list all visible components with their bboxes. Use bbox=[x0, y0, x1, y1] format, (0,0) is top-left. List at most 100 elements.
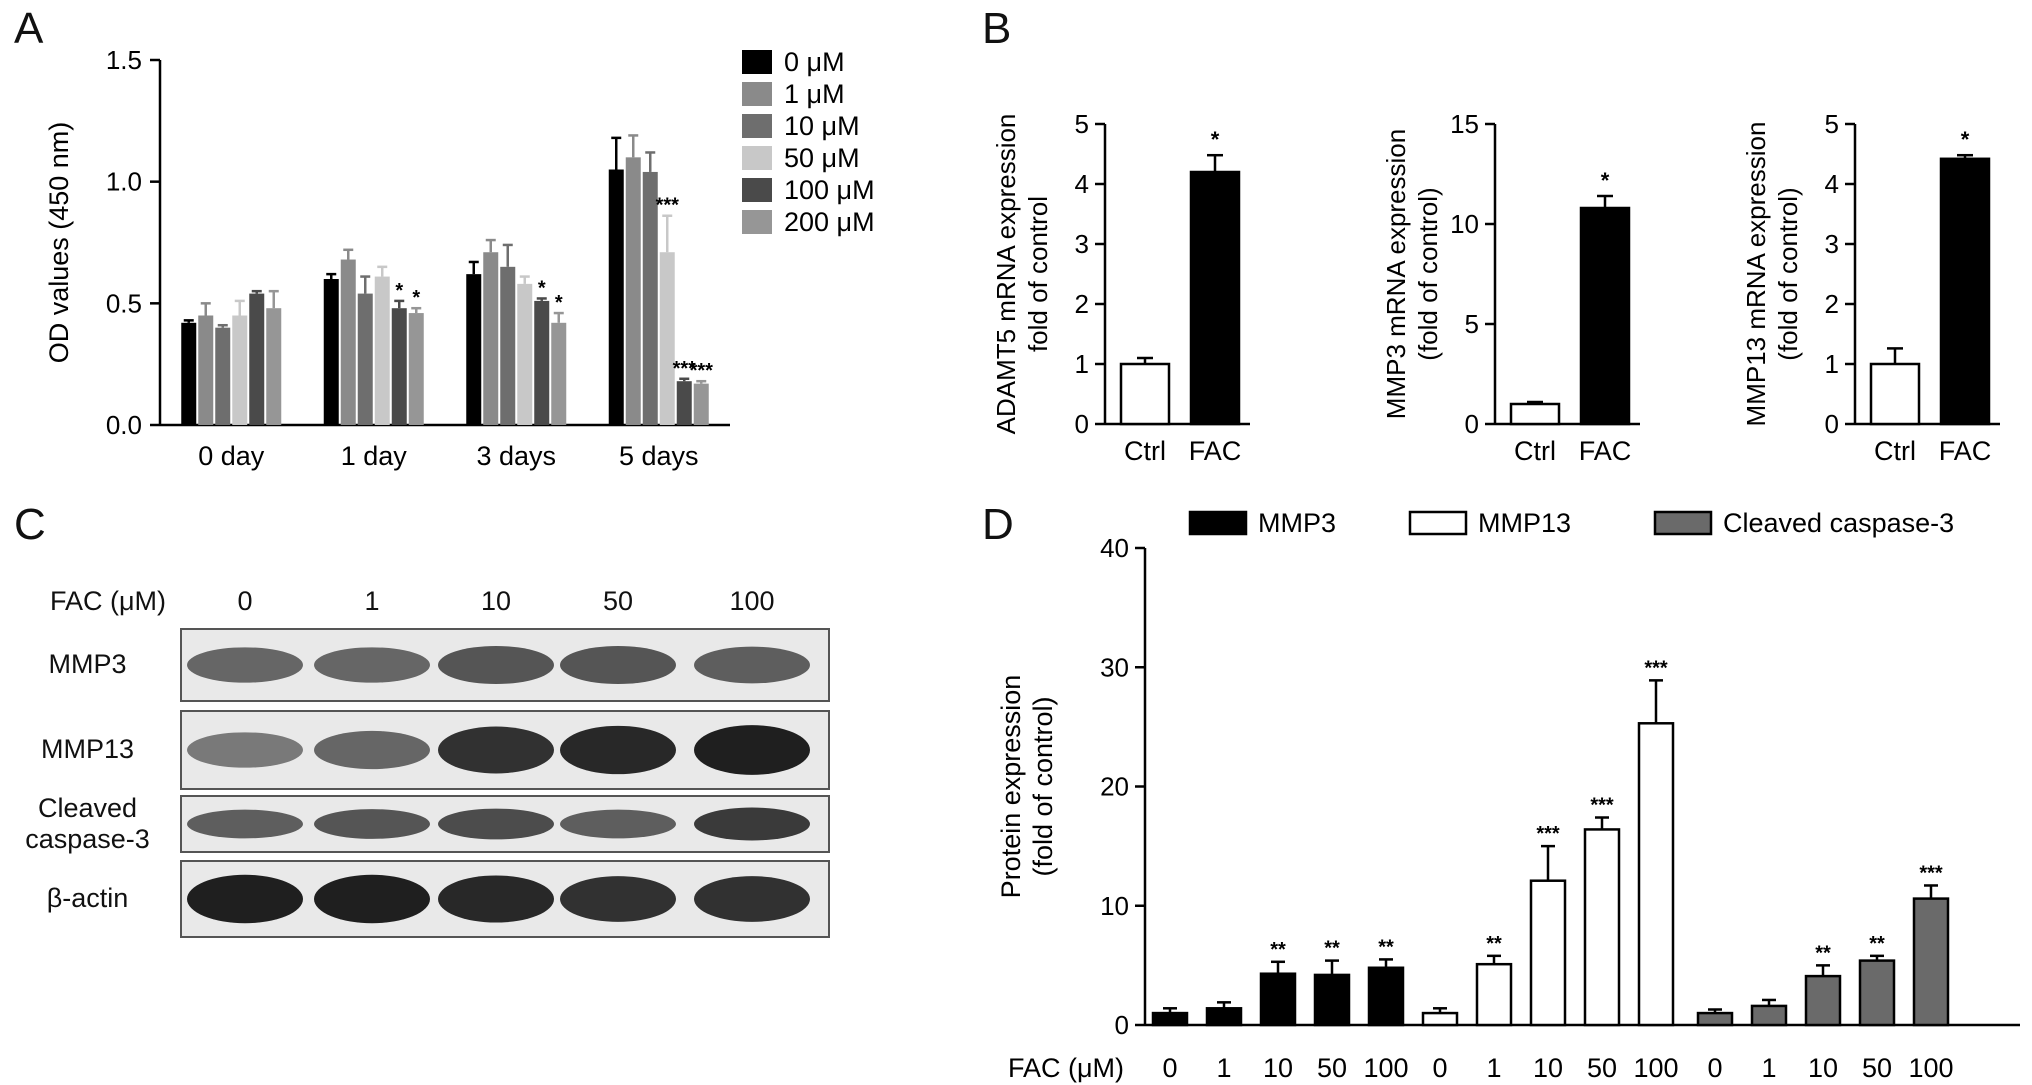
y-tick-label: 20 bbox=[1100, 772, 1129, 802]
bar bbox=[1313, 973, 1351, 1027]
bar bbox=[659, 252, 675, 425]
significance-label: *** bbox=[673, 358, 697, 380]
chart-b-mmp3: 0 5 10 15 MMP3 mRNA expression (fold of contr… bbox=[1381, 109, 1640, 466]
y-tick-label: 0 bbox=[1465, 409, 1479, 439]
bar bbox=[1151, 1011, 1189, 1027]
bar bbox=[466, 274, 482, 425]
x-tick-label: 50 bbox=[1317, 1053, 1347, 1083]
panel-letter-d: D bbox=[982, 500, 1014, 549]
legend-swatch bbox=[742, 178, 772, 202]
x-tick-label: 0 day bbox=[198, 441, 265, 471]
x-tick-label: FAC bbox=[1189, 436, 1242, 466]
legend-swatch bbox=[1408, 510, 1468, 536]
bar bbox=[1529, 879, 1567, 1027]
legend-label: 0 μM bbox=[784, 47, 845, 77]
bar bbox=[1583, 828, 1621, 1027]
blot-strip bbox=[180, 710, 830, 790]
y-tick-label: 2 bbox=[1825, 289, 1839, 319]
x-tick-label: 1 day bbox=[341, 441, 408, 471]
blot-band bbox=[438, 875, 554, 923]
y-axis-label: fold of control bbox=[1023, 196, 1053, 352]
blot-band bbox=[187, 647, 303, 683]
bar bbox=[1367, 966, 1405, 1027]
significance-label: * bbox=[1601, 168, 1610, 193]
y-axis-label: (fold of control) bbox=[1413, 187, 1443, 360]
y-axis-label: MMP13 mRNA expression bbox=[1741, 122, 1771, 427]
western-blot: FAC (μM) 0 1 10 50 100 MMP3 MMP13 Cleaved caspa… bbox=[0, 570, 840, 950]
bar bbox=[266, 308, 282, 425]
bar bbox=[534, 300, 550, 425]
y-axis-label: Protein expression bbox=[996, 675, 1026, 899]
legend-label: 1 μM bbox=[784, 79, 845, 109]
significance-label: *** bbox=[690, 360, 714, 382]
blot-lane-label: 10 bbox=[480, 586, 512, 616]
legend-swatch bbox=[742, 210, 772, 234]
x-tick-label: 100 bbox=[1633, 1053, 1678, 1083]
x-tick-label: 100 bbox=[1908, 1053, 1953, 1083]
y-axis-label: ADAMT5 mRNA expression bbox=[991, 114, 1021, 435]
significance-label: ** bbox=[1486, 933, 1502, 955]
y-tick-label: 0.0 bbox=[106, 410, 142, 440]
bar bbox=[642, 171, 658, 425]
bar bbox=[1475, 962, 1513, 1027]
blot-band bbox=[560, 645, 676, 685]
x-tick-label: 50 bbox=[1862, 1053, 1892, 1083]
bar bbox=[608, 169, 624, 425]
blot-strip bbox=[180, 795, 830, 853]
panel-letter-c: C bbox=[14, 500, 46, 549]
y-tick-label: 1 bbox=[1075, 349, 1089, 379]
significance-label: *** bbox=[656, 195, 680, 217]
blot-band bbox=[187, 874, 303, 924]
bar bbox=[232, 315, 248, 425]
significance-label: * bbox=[395, 280, 403, 302]
bar bbox=[1750, 1004, 1788, 1027]
chart-a-proliferation: 0.0 0.5 1.0 1.5 OD values (450 nm) 0 day 1 day… bbox=[44, 45, 875, 471]
y-axis-label: OD values (450 nm) bbox=[44, 122, 74, 364]
bar bbox=[391, 308, 407, 425]
legend-label: 50 μM bbox=[784, 143, 860, 173]
bar bbox=[1696, 1011, 1734, 1027]
legend-label: MMP13 bbox=[1478, 510, 1571, 538]
blot-band bbox=[560, 809, 676, 839]
y-axis-label: MMP3 mRNA expression bbox=[1381, 129, 1411, 419]
blot-band bbox=[694, 807, 810, 841]
x-tick-label: 0 bbox=[1432, 1053, 1447, 1083]
blot-band bbox=[314, 647, 430, 683]
x-tick-label: 100 bbox=[1363, 1053, 1408, 1083]
bar bbox=[198, 315, 214, 425]
legend-swatch bbox=[1653, 510, 1713, 536]
bar bbox=[1259, 972, 1297, 1027]
significance-label: * bbox=[1961, 127, 1970, 152]
blot-band bbox=[438, 645, 554, 685]
blot-band bbox=[314, 730, 430, 770]
significance-label: * bbox=[555, 292, 563, 314]
legend-swatch bbox=[742, 82, 772, 106]
x-tick-label: 50 bbox=[1587, 1053, 1617, 1083]
x-tick-label: 10 bbox=[1533, 1053, 1563, 1083]
x-tick-label: 1 bbox=[1761, 1053, 1776, 1083]
legend-label: Cleaved caspase-3 bbox=[1723, 510, 1954, 538]
bar bbox=[693, 383, 709, 425]
x-tick-label: 1 bbox=[1486, 1053, 1501, 1083]
bar bbox=[1189, 170, 1241, 426]
x-tick-label: 10 bbox=[1263, 1053, 1293, 1083]
significance-label: * bbox=[1211, 127, 1220, 152]
y-tick-label: 1.5 bbox=[106, 45, 142, 75]
chart-b-adamts5: 0 1 2 3 4 5 ADAMT5 mRNA expression fold of cont… bbox=[991, 109, 1250, 466]
x-tick-label: 0 bbox=[1707, 1053, 1722, 1083]
panel-letter-a: A bbox=[14, 4, 44, 53]
significance-label: ** bbox=[1815, 942, 1831, 964]
x-tick-label: FAC bbox=[1579, 436, 1632, 466]
blot-band bbox=[438, 808, 554, 840]
blot-band bbox=[314, 809, 430, 839]
legend-label: MMP3 bbox=[1258, 510, 1336, 538]
x-tick-label: 0 bbox=[1162, 1053, 1177, 1083]
x-axis-prefix-label: FAC (μM) bbox=[1008, 1053, 1124, 1083]
significance-label: * bbox=[412, 287, 420, 309]
x-tick-label: Ctrl bbox=[1124, 436, 1166, 466]
bar bbox=[1119, 362, 1171, 426]
y-tick-label: 10 bbox=[1100, 891, 1129, 921]
significance-label: *** bbox=[1919, 862, 1943, 884]
bar bbox=[1804, 974, 1842, 1027]
